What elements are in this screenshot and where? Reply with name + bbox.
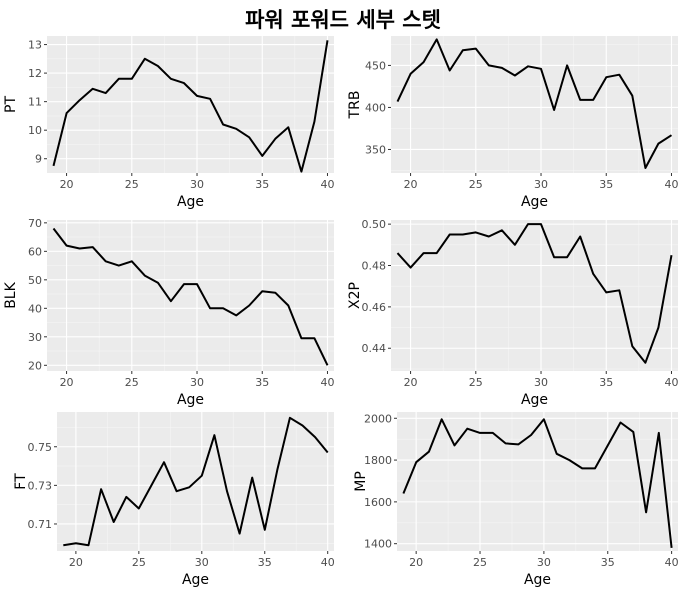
y-axis-title: X2P [347,282,363,309]
x-tick-label: 20 [409,556,423,569]
y-tick-label: 9 [35,153,42,166]
series-line-ft [63,416,329,547]
figure-title: 파워 포워드 세부 스텟 [245,8,441,32]
panel-trb: 20 25 30 35 40 350 400 450 Age TRB [347,36,678,210]
panel-background [391,220,678,371]
panel-background [397,412,678,551]
x-tick-label: 35 [599,376,613,389]
panel-x2p: 20 25 30 35 40 0.44 0.46 0.48 0.50 Age X2P [347,218,678,408]
x-tick-label: 20 [404,178,418,191]
series-line-mp [402,418,673,549]
y-tick-label: 10 [28,124,42,137]
x-axis-title: Age [177,194,204,210]
x-tick-label: 35 [599,178,613,191]
x-tick-label: 40 [665,556,679,569]
x-axis-title: Age [524,572,551,588]
y-axis-title: TRB [347,91,363,120]
x-tick-label: 20 [404,376,418,389]
y-tick-label: 13 [28,39,42,52]
panel-background [47,220,334,371]
x-tick-label: 30 [190,376,204,389]
y-tick-label: 40 [28,302,42,315]
y-tick-label: 0.71 [28,518,53,531]
y-tick-label: 20 [28,359,42,372]
y-tick-label: 0.75 [28,441,53,454]
series-line-pt [52,40,329,173]
x-tick-label: 35 [258,556,272,569]
x-tick-label: 40 [321,556,335,569]
y-tick-label: 11 [28,96,42,109]
y-tick-label: 50 [28,274,42,287]
x-tick-label: 20 [69,556,83,569]
x-tick-label: 40 [664,178,678,191]
x-tick-label: 20 [60,178,74,191]
y-tick-label: 60 [28,245,42,258]
y-axis-title: BLK [3,281,19,308]
x-tick-label: 20 [60,376,74,389]
x-tick-label: 30 [190,178,204,191]
x-tick-label: 40 [320,178,334,191]
y-tick-label: 1600 [364,496,392,509]
y-tick-label: 350 [365,143,386,156]
x-tick-label: 25 [469,376,483,389]
x-tick-label: 35 [601,556,615,569]
series-line-trb [396,38,673,169]
panel-background [47,36,334,173]
x-tick-label: 25 [125,376,139,389]
x-tick-label: 30 [534,178,548,191]
panel-blk: 20 25 30 35 40 20 30 40 50 60 70 Age BLK [3,217,334,408]
y-tick-label: 1400 [364,538,392,551]
y-axis-title: FT [13,473,29,490]
y-axis-title: PT [3,96,19,113]
series-line-blk [52,227,329,366]
x-axis-title: Age [182,572,209,588]
x-tick-label: 25 [125,178,139,191]
x-tick-label: 30 [534,376,548,389]
x-axis-title: Age [521,392,548,408]
y-tick-label: 1800 [364,454,392,467]
y-tick-label: 0.44 [362,342,387,355]
x-tick-label: 35 [255,178,269,191]
x-tick-label: 40 [664,376,678,389]
x-tick-label: 25 [132,556,146,569]
panel-mp: 20 25 30 35 40 1400 1600 1800 2000 Age MP [353,412,679,588]
x-tick-label: 40 [320,376,334,389]
panel-pt: 20 25 30 35 40 9 10 11 12 13 Age PT [3,36,334,210]
x-tick-label: 35 [255,376,269,389]
y-tick-label: 0.73 [28,479,53,492]
y-tick-label: 0.46 [362,301,387,314]
x-axis-title: Age [177,392,204,408]
x-axis-title: Age [521,194,548,210]
series-line-x2p [396,223,673,364]
x-tick-label: 25 [473,556,487,569]
y-axis-title: MP [353,471,369,492]
y-tick-label: 30 [28,331,42,344]
x-tick-label: 30 [537,556,551,569]
y-tick-label: 0.48 [362,260,387,273]
panel-background [391,36,678,173]
x-tick-label: 30 [195,556,209,569]
y-tick-label: 2000 [364,412,392,425]
y-tick-label: 400 [365,101,386,114]
panel-ft: 20 25 30 35 40 0.71 0.73 0.75 Age FT [13,412,335,588]
y-tick-label: 12 [28,67,42,80]
y-tick-label: 450 [365,59,386,72]
y-tick-label: 70 [28,217,42,230]
y-tick-label: 0.50 [362,218,387,231]
x-tick-label: 25 [469,178,483,191]
